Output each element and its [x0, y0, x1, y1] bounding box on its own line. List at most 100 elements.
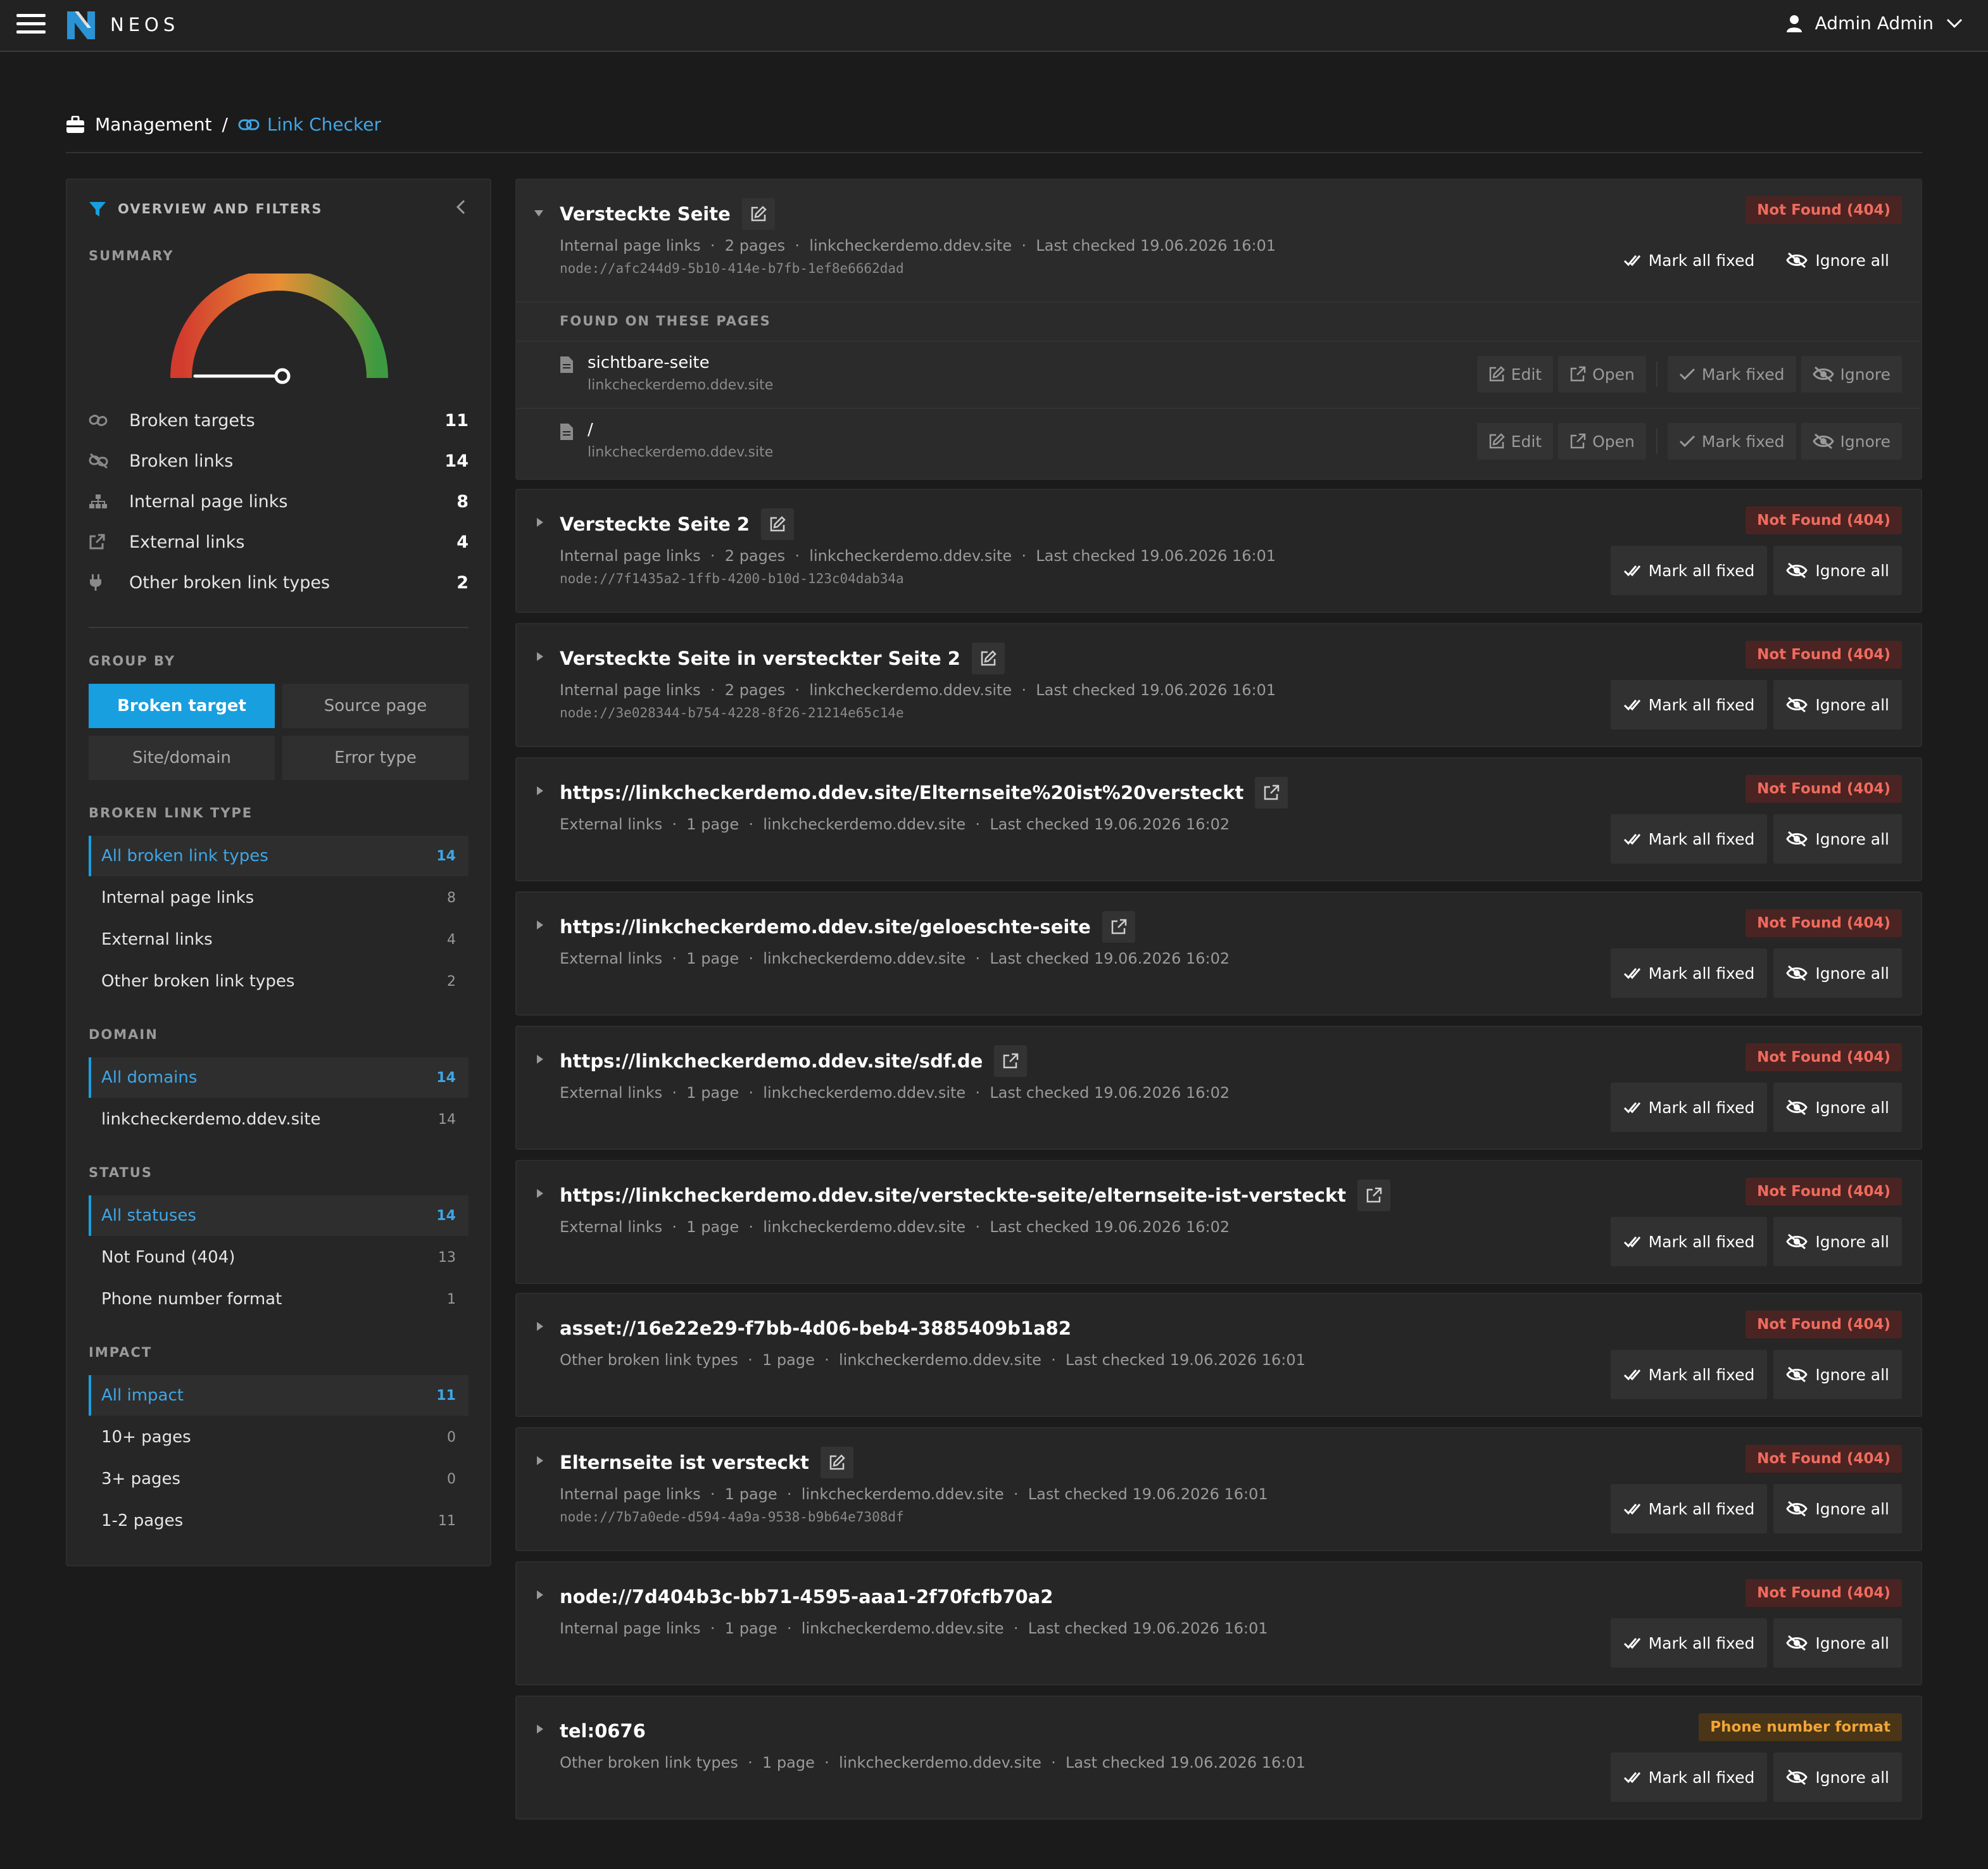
ignore-all-button[interactable]: Ignore all: [1773, 1350, 1902, 1399]
filter-other-types[interactable]: Other broken link types 2: [101, 972, 456, 991]
target-title-text: https://linkcheckerdemo.ddev.site/sdf.de: [560, 1050, 983, 1072]
eye-slash-icon: [1786, 1769, 1808, 1785]
source-page-actions: Edit Open Mark fixed Ignore: [1476, 356, 1902, 393]
summary-other-types: Other broken link types 2: [89, 570, 469, 595]
target-meta: External links · 1 page · linkcheckerdem…: [560, 1218, 1230, 1236]
group-by-source-page[interactable]: Source page: [282, 684, 469, 728]
breadcrumb-link-checker[interactable]: Link Checker: [238, 114, 381, 135]
ignore-button[interactable]: Ignore: [1801, 356, 1902, 393]
card-actions: Mark all fixed Ignore all: [1610, 948, 1902, 998]
edit-node-button[interactable]: [761, 508, 795, 540]
breadcrumb-separator: /: [222, 114, 228, 135]
card-actions: Mark all fixed Ignore all: [1610, 1618, 1902, 1668]
open-external-button[interactable]: [1255, 777, 1288, 809]
broken-target-card: Elternseite ist versteckt Internal page …: [515, 1427, 1922, 1551]
filter-phone-number-format[interactable]: Phone number format 1: [101, 1290, 456, 1309]
open-button[interactable]: Open: [1558, 356, 1646, 393]
ignore-all-button[interactable]: Ignore all: [1773, 1753, 1902, 1802]
expand-toggle-icon[interactable]: [537, 1189, 543, 1198]
edit-button[interactable]: Edit: [1476, 423, 1554, 460]
action-separator: [1656, 362, 1658, 387]
mark-all-fixed-button[interactable]: Mark all fixed: [1610, 948, 1768, 998]
target-node-id: node://afc244d9-5b10-414e-b7fb-1ef8e6662…: [560, 261, 904, 276]
group-by-broken-target[interactable]: Broken target: [89, 684, 275, 728]
mark-all-fixed-button[interactable]: Mark all fixed: [1610, 1753, 1768, 1802]
mark-all-fixed-button[interactable]: Mark all fixed: [1611, 236, 1768, 285]
mark-all-fixed-button[interactable]: Mark all fixed: [1610, 1350, 1768, 1399]
ignore-all-button[interactable]: Ignore all: [1773, 1618, 1902, 1668]
filter-domain-linkcheckerdemo[interactable]: linkcheckerdemo.ddev.site 14: [101, 1110, 456, 1129]
card-actions: Mark all fixed Ignore all: [1610, 1083, 1902, 1132]
open-external-button[interactable]: [1102, 911, 1135, 943]
filter-impact-1-2[interactable]: 1-2 pages 11: [101, 1511, 456, 1530]
target-title-text: Versteckte Seite 2: [560, 513, 750, 535]
target-title-text: https://linkcheckerdemo.ddev.site/verste…: [560, 1185, 1347, 1206]
ignore-all-button[interactable]: Ignore all: [1773, 1217, 1902, 1266]
user-menu[interactable]: Admin Admin: [1786, 13, 1963, 34]
open-external-button[interactable]: [994, 1045, 1028, 1077]
mark-fixed-button[interactable]: Mark fixed: [1667, 356, 1796, 393]
expand-toggle-icon[interactable]: [537, 1590, 543, 1599]
edit-node-button[interactable]: [971, 643, 1005, 674]
mark-all-fixed-button[interactable]: Mark all fixed: [1610, 1083, 1768, 1132]
filter-all-impact[interactable]: All impact 11: [89, 1375, 469, 1416]
expand-toggle-icon[interactable]: [537, 1456, 543, 1465]
mark-all-fixed-button[interactable]: Mark all fixed: [1610, 680, 1768, 729]
ignore-button[interactable]: Ignore: [1801, 423, 1902, 460]
mark-fixed-button[interactable]: Mark fixed: [1667, 423, 1796, 460]
open-button[interactable]: Open: [1558, 423, 1646, 460]
broken-target-title: https://linkcheckerdemo.ddev.site/verste…: [560, 1180, 1391, 1211]
expand-toggle-icon[interactable]: [537, 652, 543, 661]
edit-icon: [770, 516, 786, 532]
group-by-error-type[interactable]: Error type: [282, 736, 469, 780]
edit-button[interactable]: Edit: [1476, 356, 1554, 393]
check-double-icon: [1623, 1102, 1640, 1114]
check-double-icon: [1623, 968, 1640, 979]
summary-broken-links: Broken links 14: [89, 448, 469, 474]
mark-all-fixed-button[interactable]: Mark all fixed: [1610, 1484, 1768, 1533]
filter-not-found[interactable]: Not Found (404) 13: [101, 1248, 456, 1267]
filter-external-links[interactable]: External links 4: [101, 930, 456, 949]
expand-toggle-icon[interactable]: [537, 1725, 543, 1734]
menu-icon[interactable]: [16, 14, 46, 37]
external-link-icon: [1366, 1187, 1382, 1203]
filter-all-broken-link-types[interactable]: All broken link types 14: [89, 836, 469, 876]
ignore-all-button[interactable]: Ignore all: [1773, 814, 1902, 864]
edit-node-button[interactable]: [820, 1447, 853, 1478]
chevron-left-icon[interactable]: [455, 199, 467, 215]
eye-slash-icon: [1786, 1233, 1808, 1250]
filter-impact-10plus[interactable]: 10+ pages 0: [101, 1428, 456, 1447]
filter-all-domains[interactable]: All domains 14: [89, 1057, 469, 1098]
ignore-all-button[interactable]: Ignore all: [1773, 948, 1902, 998]
breadcrumb: Management / Link Checker: [66, 114, 381, 135]
expand-toggle-icon[interactable]: [537, 1322, 543, 1331]
expand-toggle-icon[interactable]: [537, 1055, 543, 1064]
mark-all-fixed-button[interactable]: Mark all fixed: [1610, 1217, 1768, 1266]
mark-all-fixed-button[interactable]: Mark all fixed: [1610, 546, 1768, 595]
mark-all-fixed-button[interactable]: Mark all fixed: [1610, 1618, 1768, 1668]
breadcrumb-management[interactable]: Management: [95, 114, 212, 135]
ignore-all-button[interactable]: Ignore all: [1773, 236, 1902, 285]
target-title-text: Elternseite ist versteckt: [560, 1452, 809, 1473]
target-title-text: https://linkcheckerdemo.ddev.site/Eltern…: [560, 782, 1244, 803]
status-badge: Not Found (404): [1746, 196, 1902, 224]
expand-toggle-icon[interactable]: [534, 210, 543, 217]
filter-impact-3plus[interactable]: 3+ pages 0: [101, 1469, 456, 1488]
ignore-all-button[interactable]: Ignore all: [1773, 680, 1902, 729]
ignore-all-button[interactable]: Ignore all: [1773, 1484, 1902, 1533]
edit-node-button[interactable]: [741, 198, 775, 230]
filter-internal-page-links[interactable]: Internal page links 8: [101, 888, 456, 907]
expand-toggle-icon[interactable]: [537, 786, 543, 795]
expand-toggle-icon[interactable]: [537, 921, 543, 929]
status-badge: Phone number format: [1699, 1713, 1902, 1741]
found-on-header: FOUND ON THESE PAGES: [517, 301, 1921, 339]
source-page-actions: Edit Open Mark fixed Ignore: [1476, 423, 1902, 460]
group-by-site-domain[interactable]: Site/domain: [89, 736, 275, 780]
ignore-all-button[interactable]: Ignore all: [1773, 546, 1902, 595]
ignore-all-button[interactable]: Ignore all: [1773, 1083, 1902, 1132]
filter-all-statuses[interactable]: All statuses 14: [89, 1195, 469, 1236]
open-external-button[interactable]: [1357, 1180, 1391, 1211]
broken-target-card: https://linkcheckerdemo.ddev.site/Eltern…: [515, 757, 1922, 881]
mark-all-fixed-button[interactable]: Mark all fixed: [1610, 814, 1768, 864]
expand-toggle-icon[interactable]: [537, 518, 543, 527]
